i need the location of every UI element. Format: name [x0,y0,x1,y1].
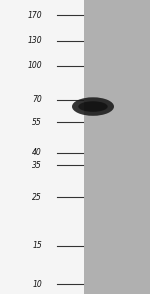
Text: 170: 170 [27,11,42,20]
Text: 130: 130 [27,36,42,45]
Text: 25: 25 [32,193,42,202]
Text: 55: 55 [32,118,42,127]
Text: 100: 100 [27,61,42,70]
Text: 70: 70 [32,95,42,104]
Ellipse shape [78,101,108,112]
Bar [0,0,84,294]
Text: 15: 15 [32,241,42,250]
Bar [84,0,150,294]
Text: 10: 10 [32,280,42,288]
Text: 35: 35 [32,161,42,170]
Ellipse shape [72,97,114,116]
Text: 40: 40 [32,148,42,157]
